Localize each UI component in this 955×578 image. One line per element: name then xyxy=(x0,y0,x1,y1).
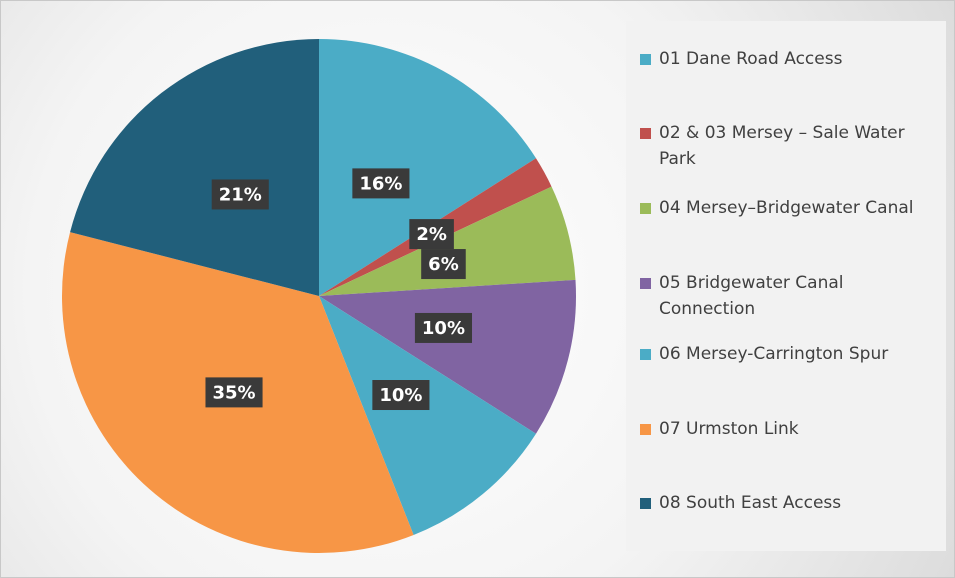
value-label-bg xyxy=(372,380,430,411)
value-label-bg xyxy=(414,312,473,343)
value-label-bg xyxy=(352,168,410,199)
legend-label: 07 Urmston Link xyxy=(659,419,799,439)
value-label-bg xyxy=(205,377,263,408)
legend: 01 Dane Road Access 02 & 03 Mersey – Sale… xyxy=(626,21,946,551)
legend-item: 08 South East Access xyxy=(640,490,935,516)
pie: 16% 2% 6% 10% 10% 35% 21% xyxy=(61,39,576,553)
value-label-group: 6% xyxy=(421,249,466,280)
value-label: 10% xyxy=(422,318,465,339)
legend-item: 01 Dane Road Access xyxy=(640,46,935,72)
value-label: 21% xyxy=(219,184,262,205)
value-label: 6% xyxy=(428,254,459,275)
value-label-bg xyxy=(409,219,454,250)
legend-item: 06 Mersey-Carrington Spur xyxy=(640,341,935,367)
value-label-bg xyxy=(421,249,466,280)
value-label-group: 10% xyxy=(372,380,430,411)
legend-item: 04 Mersey–Bridgewater Canal xyxy=(640,195,935,221)
legend-item: 07 Urmston Link xyxy=(640,416,935,442)
pie-slice xyxy=(319,39,536,296)
pie-slice xyxy=(70,39,319,296)
value-label: 2% xyxy=(416,224,447,245)
legend-label: 04 Mersey–Bridgewater Canal xyxy=(659,198,914,218)
legend-label: 05 Bridgewater Canal Connection xyxy=(659,273,844,319)
legend-label: 01 Dane Road Access xyxy=(659,49,843,69)
value-label-group: 16% xyxy=(352,168,410,199)
pie-slice xyxy=(319,279,576,434)
value-label-group: 10% xyxy=(414,312,473,343)
value-label-group: 2% xyxy=(409,219,454,250)
legend-item: 05 Bridgewater Canal Connection xyxy=(640,270,935,322)
legend-label: 02 & 03 Mersey – Sale Water Park xyxy=(659,123,905,169)
pie-slice xyxy=(319,296,536,535)
value-label: 35% xyxy=(212,382,255,403)
legend-swatch xyxy=(640,203,651,214)
legend-swatch xyxy=(640,349,651,360)
value-label-group: 21% xyxy=(211,179,269,210)
value-label: 10% xyxy=(379,385,422,406)
legend-swatch xyxy=(640,128,651,139)
legend-label: 08 South East Access xyxy=(659,493,842,513)
legend-swatch xyxy=(640,424,651,435)
legend-swatch xyxy=(640,54,651,65)
value-label-group: 35% xyxy=(205,377,263,408)
value-label-bg xyxy=(211,179,269,210)
legend-item: 02 & 03 Mersey – Sale Water Park xyxy=(640,120,935,172)
legend-swatch xyxy=(640,278,651,289)
legend-swatch xyxy=(640,498,651,509)
value-label: 16% xyxy=(359,173,402,194)
legend-label: 06 Mersey-Carrington Spur xyxy=(659,344,889,364)
